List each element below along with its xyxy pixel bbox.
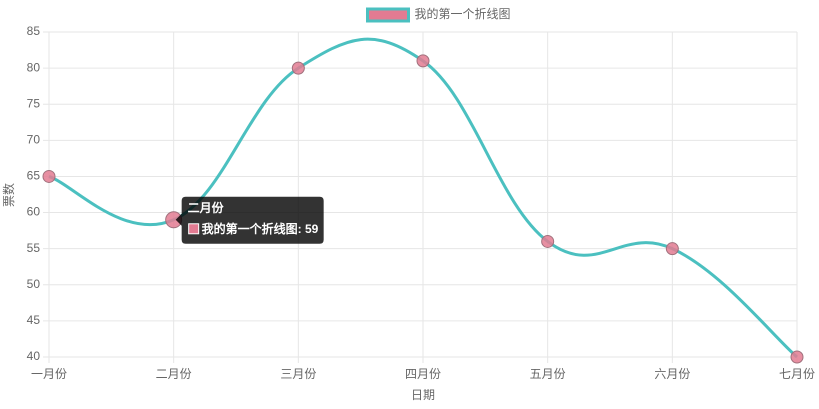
- legend-swatch: [366, 7, 410, 23]
- tooltip-title: 二月份: [188, 200, 225, 215]
- y-tick-label: 75: [27, 96, 41, 110]
- x-tick-label: 四月份: [405, 367, 441, 381]
- y-tick-label: 40: [27, 349, 41, 363]
- point: [416, 54, 430, 68]
- y-tick-label: 50: [27, 277, 41, 291]
- point: [665, 242, 679, 256]
- legend: 我的第一个折线图: [366, 6, 511, 23]
- x-tick-label: 七月份: [779, 367, 815, 381]
- y-tick-label: 65: [27, 169, 41, 183]
- tooltip-box: [175, 196, 324, 244]
- x-tick-label: 五月份: [530, 367, 566, 381]
- x-axis-label: 日期: [411, 388, 435, 402]
- point: [291, 61, 305, 75]
- point: [42, 169, 56, 183]
- y-tick-label: 85: [27, 24, 41, 38]
- x-tick-label: 一月份: [31, 367, 67, 381]
- y-tick-label: 45: [27, 313, 41, 327]
- y-tick-label: 70: [27, 133, 41, 147]
- point: [541, 234, 555, 248]
- y-axis-label: 票数: [1, 183, 16, 207]
- y-tick-label: 80: [27, 60, 41, 74]
- point: [790, 350, 804, 364]
- x-tick-label: 三月份: [280, 367, 316, 381]
- y-tick-label: 60: [27, 205, 41, 219]
- tooltip-swatch: [188, 223, 200, 235]
- legend-label: 我的第一个折线图: [415, 6, 511, 21]
- y-tick-label: 55: [27, 241, 41, 255]
- tooltip-label: 我的第一个折线图: 59: [202, 221, 319, 236]
- x-tick-label: 六月份: [654, 367, 690, 381]
- x-tick-label: 二月份: [156, 367, 192, 381]
